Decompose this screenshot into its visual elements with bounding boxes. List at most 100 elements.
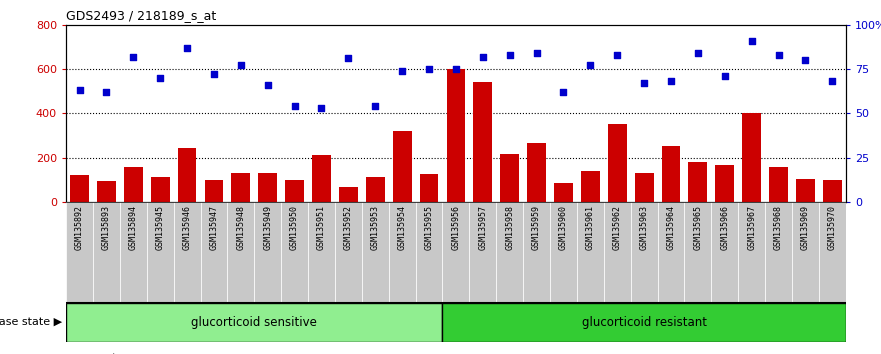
Bar bbox=[281, 202, 308, 303]
Bar bbox=[201, 202, 227, 303]
Bar bbox=[147, 202, 174, 303]
Bar bbox=[258, 173, 278, 202]
Point bbox=[718, 73, 732, 79]
Bar bbox=[174, 202, 201, 303]
Bar bbox=[603, 202, 631, 303]
Point bbox=[557, 89, 571, 95]
Bar bbox=[634, 173, 654, 202]
Point bbox=[529, 50, 544, 56]
Bar bbox=[97, 181, 115, 202]
Text: GSM135965: GSM135965 bbox=[693, 205, 702, 250]
Text: GSM135960: GSM135960 bbox=[559, 205, 568, 250]
Bar bbox=[527, 143, 546, 202]
Text: GSM135953: GSM135953 bbox=[371, 205, 380, 250]
Bar bbox=[765, 202, 792, 303]
Bar bbox=[769, 167, 788, 202]
Text: GSM135961: GSM135961 bbox=[586, 205, 595, 250]
Point bbox=[207, 72, 221, 77]
Bar bbox=[496, 202, 523, 303]
Text: GSM135966: GSM135966 bbox=[721, 205, 729, 250]
Point bbox=[503, 52, 517, 58]
Point bbox=[611, 52, 625, 58]
Point bbox=[825, 79, 840, 84]
Text: GSM135954: GSM135954 bbox=[397, 205, 407, 250]
Point bbox=[395, 68, 409, 74]
Text: glucorticoid resistant: glucorticoid resistant bbox=[581, 316, 707, 329]
Point bbox=[126, 54, 140, 59]
Text: glucorticoid sensitive: glucorticoid sensitive bbox=[191, 316, 317, 329]
Text: GSM135894: GSM135894 bbox=[129, 205, 137, 250]
Text: GSM135970: GSM135970 bbox=[828, 205, 837, 250]
Point bbox=[448, 66, 463, 72]
Text: GSM135957: GSM135957 bbox=[478, 205, 487, 250]
Bar bbox=[818, 202, 846, 303]
Point bbox=[798, 57, 812, 63]
Bar bbox=[554, 183, 573, 202]
Point bbox=[233, 63, 248, 68]
Text: GSM135952: GSM135952 bbox=[344, 205, 353, 250]
Point bbox=[664, 79, 678, 84]
Bar bbox=[577, 202, 603, 303]
Bar bbox=[715, 165, 734, 202]
Text: GSM135893: GSM135893 bbox=[102, 205, 111, 250]
Bar bbox=[796, 178, 815, 202]
Text: GSM135967: GSM135967 bbox=[747, 205, 756, 250]
Point bbox=[261, 82, 275, 88]
Bar bbox=[285, 180, 304, 202]
Bar bbox=[738, 202, 765, 303]
Point bbox=[772, 52, 786, 58]
Text: disease state ▶: disease state ▶ bbox=[0, 317, 62, 327]
Bar bbox=[631, 202, 657, 303]
Point bbox=[476, 54, 490, 59]
Bar bbox=[255, 202, 281, 303]
Point bbox=[72, 87, 86, 93]
Point bbox=[368, 103, 382, 109]
Bar bbox=[389, 202, 416, 303]
Bar bbox=[743, 113, 761, 202]
Bar bbox=[442, 303, 846, 342]
Bar bbox=[335, 202, 362, 303]
Bar bbox=[393, 131, 411, 202]
Text: GSM135949: GSM135949 bbox=[263, 205, 272, 250]
Bar bbox=[232, 173, 250, 202]
Bar bbox=[662, 147, 680, 202]
Bar bbox=[204, 180, 224, 202]
Bar bbox=[550, 202, 577, 303]
Point bbox=[691, 50, 705, 56]
Bar bbox=[312, 155, 331, 202]
Text: GDS2493 / 218189_s_at: GDS2493 / 218189_s_at bbox=[66, 9, 217, 22]
Point bbox=[180, 45, 194, 51]
Point bbox=[287, 103, 301, 109]
Text: GSM135950: GSM135950 bbox=[290, 205, 300, 250]
Bar bbox=[120, 202, 147, 303]
Bar bbox=[657, 202, 685, 303]
Bar bbox=[66, 303, 442, 342]
Bar bbox=[608, 124, 626, 202]
Bar bbox=[470, 202, 496, 303]
Bar bbox=[442, 202, 470, 303]
Point bbox=[153, 75, 167, 81]
Text: GSM135964: GSM135964 bbox=[667, 205, 676, 250]
Point bbox=[100, 89, 114, 95]
Bar bbox=[227, 202, 255, 303]
Point bbox=[315, 105, 329, 111]
Point bbox=[744, 38, 759, 44]
Bar bbox=[362, 202, 389, 303]
Bar bbox=[523, 202, 550, 303]
Text: GSM135963: GSM135963 bbox=[640, 205, 648, 250]
Bar bbox=[366, 177, 385, 202]
Bar bbox=[581, 171, 600, 202]
Bar bbox=[151, 177, 169, 202]
Text: GSM135968: GSM135968 bbox=[774, 205, 783, 250]
Point bbox=[422, 66, 436, 72]
Text: GSM135948: GSM135948 bbox=[236, 205, 245, 250]
Bar bbox=[688, 162, 707, 202]
Bar bbox=[447, 69, 465, 202]
Text: GSM135956: GSM135956 bbox=[451, 205, 461, 250]
Text: GSM135959: GSM135959 bbox=[532, 205, 541, 250]
Bar bbox=[823, 180, 841, 202]
Text: GSM135962: GSM135962 bbox=[612, 205, 622, 250]
Bar bbox=[70, 175, 89, 202]
Text: count: count bbox=[85, 353, 117, 354]
Bar bbox=[416, 202, 442, 303]
